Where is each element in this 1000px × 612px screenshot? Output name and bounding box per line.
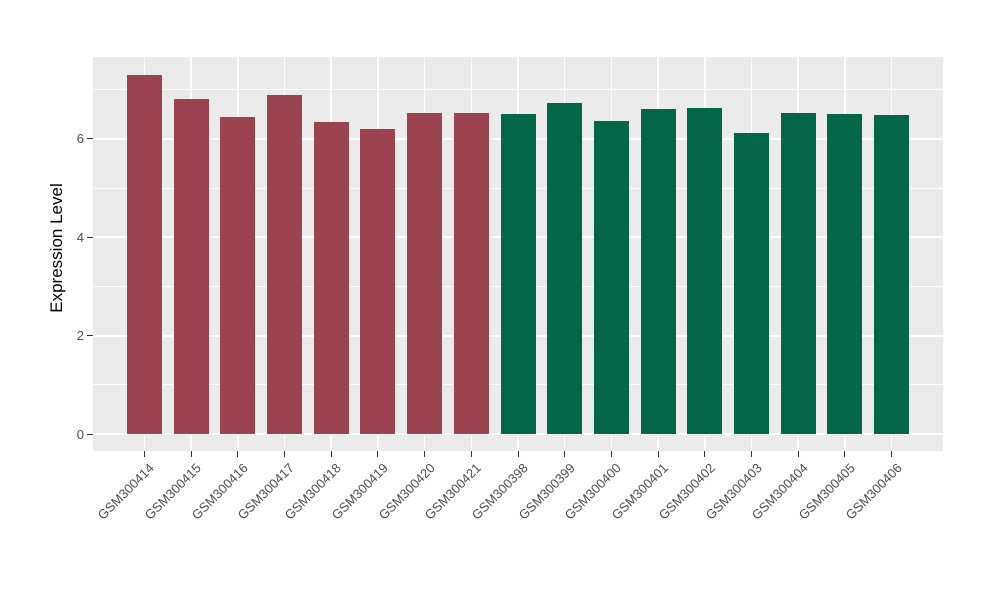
bar-gsm300414 (126, 74, 162, 434)
y-tick-label: 6 (76, 131, 84, 147)
x-tick-mark (751, 451, 753, 457)
y-tick-label: 0 (76, 426, 84, 442)
x-tick-mark (143, 451, 145, 457)
bar-gsm300398 (500, 114, 536, 434)
bar-gsm300404 (780, 113, 816, 434)
bar-gsm300400 (593, 120, 629, 434)
y-tick-mark (87, 138, 93, 140)
y-tick-label: 2 (76, 328, 84, 344)
x-tick-mark (704, 451, 706, 457)
x-tick-mark (190, 451, 192, 457)
bar-gsm300406 (874, 115, 910, 434)
bar-gsm300403 (734, 133, 770, 434)
bar-gsm300402 (687, 107, 723, 434)
bar-gsm300399 (547, 102, 583, 434)
x-tick-mark (891, 451, 893, 457)
x-tick-mark (330, 451, 332, 457)
x-tick-mark (517, 451, 519, 457)
y-tick-mark (87, 335, 93, 337)
y-tick-mark (87, 433, 93, 435)
bar-gsm300421 (453, 113, 489, 434)
bar-gsm300405 (827, 114, 863, 434)
x-tick-mark (657, 451, 659, 457)
bar-gsm300418 (313, 122, 349, 434)
bar-gsm300419 (360, 129, 396, 434)
bar-gsm300420 (407, 113, 443, 434)
x-tick-mark (283, 451, 285, 457)
x-tick-mark (844, 451, 846, 457)
x-tick-mark (377, 451, 379, 457)
x-tick-mark (424, 451, 426, 457)
bar-gsm300416 (220, 117, 256, 434)
x-tick-mark (470, 451, 472, 457)
x-tick-mark (610, 451, 612, 457)
bar-gsm300415 (173, 99, 209, 434)
x-tick-mark (564, 451, 566, 457)
x-tick-mark (237, 451, 239, 457)
y-tick-mark (87, 236, 93, 238)
y-tick-label: 4 (76, 229, 84, 245)
bar-gsm300401 (640, 109, 676, 434)
y-axis-title: Expression Level (47, 183, 66, 313)
chart-panel (93, 57, 943, 451)
bar-gsm300417 (266, 94, 302, 434)
x-tick-mark (797, 451, 799, 457)
